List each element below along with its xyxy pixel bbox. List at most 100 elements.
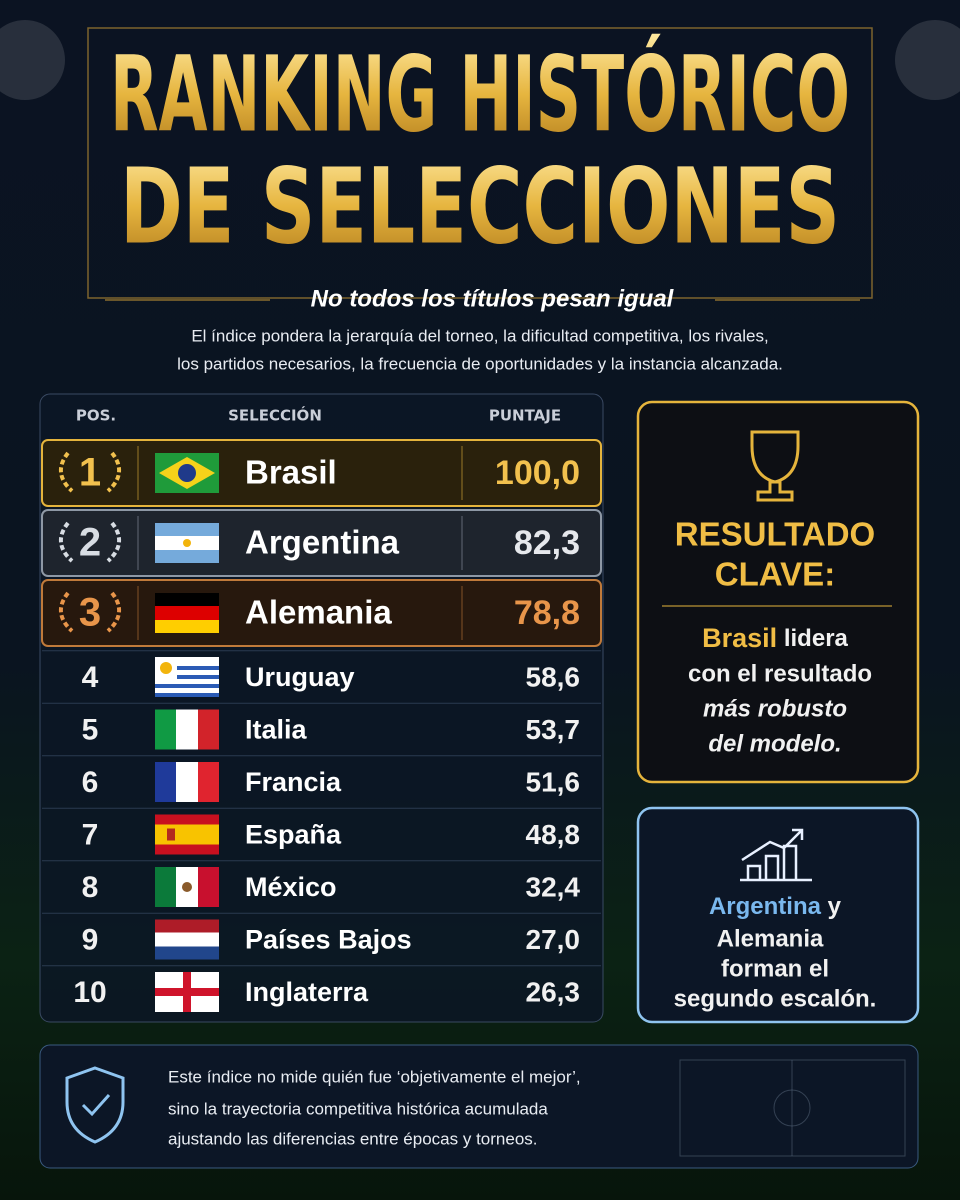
position: 8: [82, 871, 99, 904]
card-text: más robusto: [703, 695, 847, 722]
title-line: RANKING HISTÓRICO: [110, 33, 850, 155]
table-rows: 1 Brasil 100,0 2 Argentina 82,3 3 Alemania 78,8 4…: [41, 439, 602, 1012]
score: 26,3: [526, 976, 581, 1007]
card-text: segundo escalón.: [674, 985, 877, 1012]
team-name: Uruguay: [245, 662, 355, 692]
position: 6: [82, 766, 99, 799]
card-text: lidera: [784, 625, 849, 652]
position: 1: [79, 451, 101, 495]
flag-part: [198, 867, 219, 907]
flag-part: [155, 762, 176, 802]
stadium-light: [0, 20, 65, 100]
flag-part: [155, 606, 219, 620]
flag: [155, 919, 219, 960]
team-name: Italia: [245, 715, 308, 745]
score: 51,6: [526, 766, 581, 797]
position: 9: [82, 923, 99, 956]
title-line: DE SELECCIONES: [120, 145, 840, 267]
flag-part: [155, 693, 219, 697]
column-header: SELECCIÓN: [228, 406, 322, 425]
flag: [155, 593, 219, 633]
laurel: [59, 591, 121, 633]
key-result-card: [636, 400, 920, 784]
card-title: RESULTADO: [675, 516, 875, 553]
flag-part: [198, 709, 219, 750]
score: 27,0: [526, 924, 581, 955]
highlight: Argentina: [709, 893, 822, 920]
team-name: Francia: [245, 767, 342, 797]
position: 3: [79, 591, 101, 635]
flag-part: [167, 828, 175, 841]
flag-part: [182, 882, 192, 892]
flag-part: [178, 464, 196, 482]
score: 32,4: [526, 871, 581, 902]
flag: [155, 867, 219, 907]
team-name: Inglaterra: [245, 977, 369, 1007]
flag: [155, 762, 219, 802]
growth-icon: [740, 828, 812, 882]
score: 58,6: [526, 661, 581, 692]
card-title: CLAVE:: [715, 556, 835, 593]
title-frame: [87, 27, 873, 299]
position: 10: [73, 976, 106, 1009]
flag-part: [183, 539, 191, 547]
shield-icon: [65, 1066, 125, 1144]
pitch-icon: [773, 1089, 811, 1127]
flag-part: [155, 620, 219, 633]
column-header: POS.: [76, 407, 116, 425]
footer-text: sino la trayectoria competitiva históric…: [168, 1099, 548, 1118]
footer-text: ajustando las diferencias entre épocas y…: [168, 1129, 538, 1148]
stadium-light: [895, 20, 960, 100]
description: El índice pondera la jerarquía del torne…: [191, 326, 768, 345]
team-name: Brasil: [245, 454, 337, 491]
card-text: forman el: [721, 955, 829, 982]
position: 7: [82, 818, 99, 851]
score: 48,8: [526, 819, 581, 850]
score: 100,0: [495, 454, 580, 492]
score: 82,3: [514, 524, 580, 562]
position: 5: [82, 713, 99, 746]
card-text: y: [828, 893, 842, 920]
score: 53,7: [526, 714, 581, 745]
flag-part: [155, 919, 219, 933]
score: 78,8: [514, 594, 580, 632]
team-name: México: [245, 872, 337, 902]
team-name: Argentina: [245, 524, 400, 561]
trophy-icon: [750, 430, 800, 502]
footer-text: Este índice no mide quién fue ‘objetivam…: [168, 1067, 581, 1086]
flag-part: [155, 867, 176, 907]
flag-part: [198, 762, 219, 802]
flag: [155, 657, 219, 697]
flag-part: [155, 666, 219, 670]
second-tier-card: [636, 806, 920, 1024]
flag-part: [155, 675, 219, 679]
card-text: del modelo.: [708, 730, 841, 757]
team-name: España: [245, 820, 342, 850]
description: los partidos necesarios, la frecuencia d…: [177, 354, 783, 373]
laurel: [59, 521, 121, 563]
flag: [155, 523, 219, 563]
flag-part: [155, 824, 219, 845]
footer-panel: [39, 1044, 919, 1169]
flag: [155, 972, 219, 1012]
flag-part: [155, 946, 219, 960]
card-text: Brasil lidera: [702, 623, 848, 653]
subtitle: No todos los títulos pesan igual: [311, 285, 675, 312]
laurel: [59, 451, 121, 493]
flag-part: [155, 684, 219, 688]
flag: [155, 453, 219, 493]
flag: [155, 814, 219, 855]
highlight: Brasil: [702, 623, 777, 653]
column-header: PUNTAJE: [489, 407, 561, 425]
flag-part: [155, 709, 176, 750]
position: 4: [82, 661, 99, 694]
card-text: Argentina y: [709, 893, 842, 920]
team-name: Alemania: [245, 594, 392, 631]
highlight: Alemania: [717, 925, 824, 952]
flag-part: [160, 662, 172, 674]
team-name: Países Bajos: [245, 925, 412, 955]
flag-part: [155, 988, 219, 996]
position: 2: [79, 521, 101, 565]
card-text: con el resultado: [688, 660, 872, 687]
